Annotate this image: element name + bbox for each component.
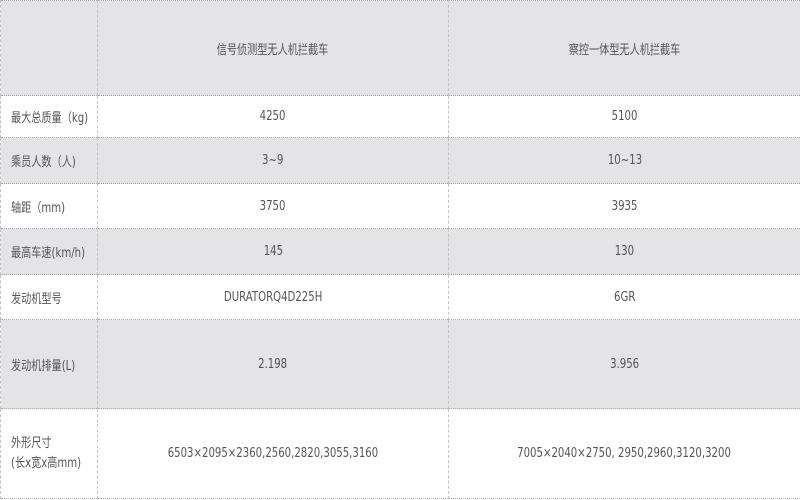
- cell: 2.198: [97, 319, 449, 409]
- cell-value: 4250: [260, 109, 286, 124]
- cell-value: 3935: [611, 198, 638, 214]
- table-row: 轴距（mm) 3750 3935: [0, 183, 800, 229]
- table-row: 最高车速(km/h) 145 130: [0, 228, 800, 275]
- cell-value: 7005×2040×2750, 2950,2960,3120,3200: [517, 446, 732, 461]
- row-label-text: 发动机型号: [11, 291, 62, 307]
- cell-value: 2.198: [258, 356, 288, 372]
- row-label-text: 发动机排量(L): [11, 358, 76, 374]
- cell: 5100: [448, 95, 800, 138]
- cell: 130: [448, 228, 800, 275]
- cell-value: 130: [614, 244, 635, 259]
- cell: 4250: [97, 95, 449, 138]
- header-text: 察控一体型无人机拦截车: [568, 42, 681, 58]
- cell: 3750: [97, 183, 449, 229]
- row-label: 发动机型号: [0, 274, 98, 320]
- cell-value: 145: [263, 244, 283, 259]
- cell-value: DURATORQ4D225H: [223, 289, 323, 305]
- row-label-line1: 外形尺寸: [11, 435, 52, 451]
- cell: 145: [97, 228, 449, 275]
- cell-value: 5100: [611, 109, 638, 124]
- row-label: 最高车速(km/h): [0, 228, 98, 275]
- cell-value: 3750: [260, 198, 286, 214]
- cell-value: 6503×2095×2360,2560,2820,3055,3160: [167, 446, 379, 461]
- table-row: 发动机排量(L) 2.198 3.956: [0, 319, 800, 409]
- row-label: 最大总质量（kg): [0, 95, 98, 138]
- row-label-text: 最大总质量（kg): [11, 111, 89, 126]
- row-label-text: 轴距（mm): [11, 200, 66, 216]
- table-row: 外形尺寸 (长x宽x高mm) 6503×2095×2360,2560,2820,3…: [0, 408, 800, 499]
- row-label: 外形尺寸 (长x宽x高mm): [0, 408, 98, 499]
- header-signal-detection-vehicle: 信号侦测型无人机拦截车: [97, 0, 449, 96]
- cell: 3935: [448, 183, 800, 229]
- cell-value: 3.956: [609, 356, 640, 372]
- cell-value: 10~13: [607, 153, 642, 168]
- row-label: 乘员人数（人): [0, 137, 98, 184]
- table-row: 最大总质量（kg) 4250 5100: [0, 95, 800, 138]
- cell: 6503×2095×2360,2560,2820,3055,3160: [97, 408, 449, 499]
- cell: 10~13: [448, 137, 800, 184]
- table-row: 乘员人数（人) 3~9 10~13: [0, 137, 800, 184]
- row-label-text: 乘员人数（人): [11, 155, 76, 170]
- header-reconnaissance-control-vehicle: 察控一体型无人机拦截车: [448, 0, 800, 96]
- cell: DURATORQ4D225H: [97, 274, 449, 320]
- cell-value: 3~9: [262, 153, 284, 168]
- header-row: 信号侦测型无人机拦截车 察控一体型无人机拦截车: [0, 0, 800, 96]
- row-label-text: 最高车速(km/h): [11, 246, 86, 261]
- row-label: 发动机排量(L): [0, 319, 98, 409]
- row-label-line2: (长x宽x高mm): [11, 455, 82, 471]
- table-row: 发动机型号 DURATORQ4D225H 6GR: [0, 274, 800, 320]
- cell: 7005×2040×2750, 2950,2960,3120,3200: [448, 408, 800, 499]
- cell-value: 6GR: [613, 289, 636, 305]
- header-text: 信号侦测型无人机拦截车: [217, 42, 329, 58]
- row-label: 轴距（mm): [0, 183, 98, 229]
- cell: 3.956: [448, 319, 800, 409]
- cell: 3~9: [97, 137, 449, 184]
- row-label-text: 外形尺寸 (长x宽x高mm): [11, 434, 81, 474]
- header-empty-cell: [0, 0, 98, 96]
- cell: 6GR: [448, 274, 800, 320]
